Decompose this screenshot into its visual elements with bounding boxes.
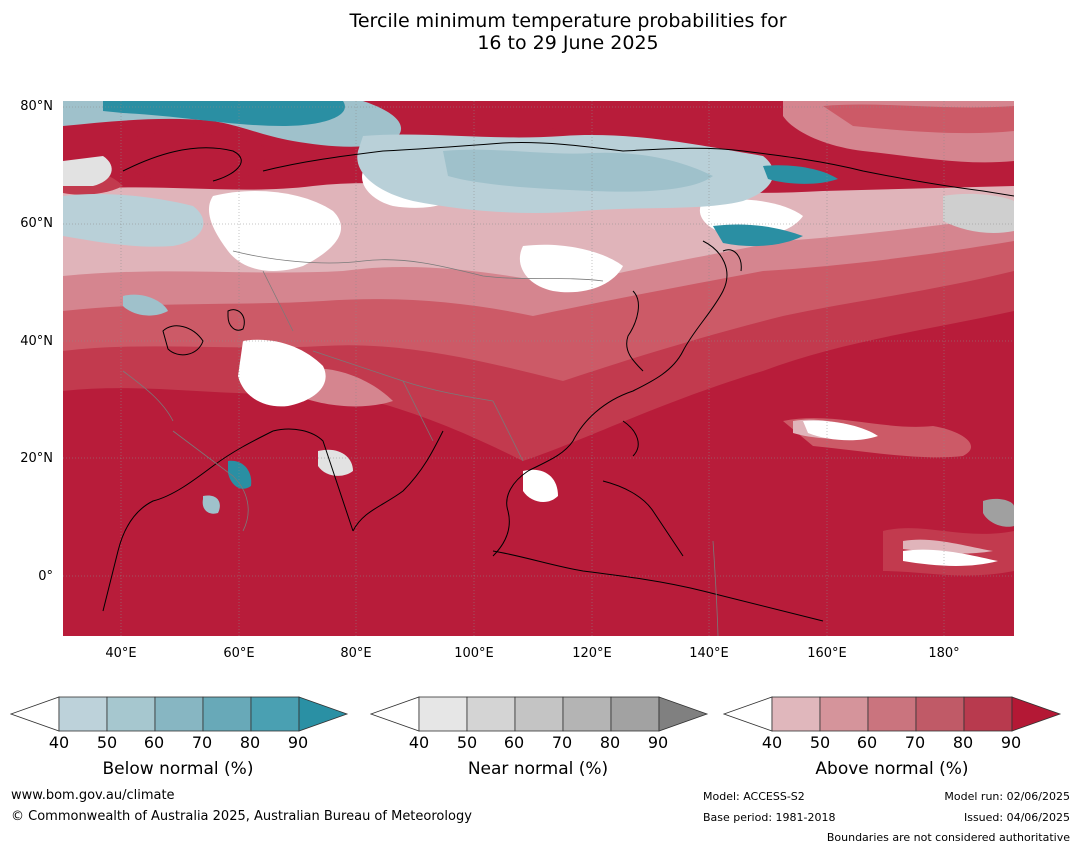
colorbar-extend-low [10, 696, 60, 732]
lon-tick-140e: 140°E [689, 646, 729, 661]
region-above-high-arctic [63, 101, 1014, 195]
colorbar-below-label: Below normal (%) [102, 759, 254, 779]
title-line-2: 16 to 29 June 2025 [477, 32, 659, 54]
map-title: Tercile minimum temperature probabilitie… [0, 10, 1081, 54]
tick: 50 [456, 733, 478, 752]
tick: 80 [239, 733, 261, 752]
tick: 60 [503, 733, 525, 752]
colorbar-swatch [418, 696, 468, 732]
title-line-1: Tercile minimum temperature probabilitie… [349, 10, 787, 32]
tick: 90 [647, 733, 669, 752]
region-below-normal [63, 101, 838, 514]
colorbar-above-label: Above normal (%) [815, 759, 969, 779]
lat-tick-20n: 20°N [20, 451, 53, 466]
boundaries-disclaimer: Boundaries are not considered authoritat… [826, 831, 1070, 844]
website-link[interactable]: www.bom.gov.au/climate [11, 788, 175, 803]
colorbar-swatch [202, 696, 252, 732]
colorbar-swatch [610, 696, 660, 732]
lon-tick-80e: 80°E [340, 646, 372, 661]
colorbar-below-swatches [10, 696, 349, 732]
tick: 80 [952, 733, 974, 752]
lon-tick-160e: 160°E [807, 646, 847, 661]
colorbar-above-swatches [723, 696, 1062, 732]
colorbar-above-normal [723, 696, 1063, 734]
colorbar-near-label: Near normal (%) [467, 759, 609, 779]
lon-tick-60e: 60°E [223, 646, 255, 661]
lat-tick-0: 0° [38, 569, 53, 584]
tick: 90 [1000, 733, 1022, 752]
lat-tick-60n: 60°N [20, 216, 53, 231]
probability-map [63, 101, 1014, 636]
tick: 40 [48, 733, 70, 752]
colorbar-swatch [771, 696, 821, 732]
country-boundaries [122, 250, 719, 636]
colorbar-swatch [58, 696, 108, 732]
colorbar-swatch [514, 696, 564, 732]
lon-tick-120e: 120°E [572, 646, 612, 661]
colorbar-near-normal [370, 696, 710, 734]
model-name: Model: ACCESS-S2 [703, 790, 805, 803]
colorbar-below-normal [10, 696, 350, 734]
colorbar-extend-high [658, 696, 709, 732]
colorbar-swatch [466, 696, 516, 732]
colorbar-near-swatches [370, 696, 709, 732]
tick: 70 [904, 733, 926, 752]
issued-date: Issued: 04/06/2025 [963, 811, 1070, 824]
colorbar-extend-low [370, 696, 420, 732]
model-run-date: Model run: 02/06/2025 [944, 790, 1070, 803]
coastlines [102, 142, 1014, 622]
colorbar-swatch [915, 696, 965, 732]
lon-tick-40e: 40°E [105, 646, 137, 661]
tick: 80 [599, 733, 621, 752]
tick: 50 [96, 733, 118, 752]
colorbar-swatch [963, 696, 1013, 732]
tick: 60 [143, 733, 165, 752]
tick: 60 [856, 733, 878, 752]
colorbar-swatch [819, 696, 869, 732]
colorbar-extend-high [298, 696, 349, 732]
map-panel [63, 101, 1014, 636]
colorbar-swatch [154, 696, 204, 732]
tick: 70 [191, 733, 213, 752]
colorbar-extend-high [1011, 696, 1062, 732]
tick: 50 [809, 733, 831, 752]
colorbar-extend-low [723, 696, 773, 732]
tick: 90 [287, 733, 309, 752]
colorbar-swatch [867, 696, 917, 732]
graticule [63, 101, 1014, 636]
colorbar-swatch [106, 696, 156, 732]
lon-tick-180: 180° [928, 646, 960, 661]
base-period: Base period: 1981-2018 [703, 811, 836, 824]
copyright-text: © Commonwealth of Australia 2025, Austra… [11, 809, 472, 824]
lat-tick-80n: 80°N [20, 99, 53, 114]
colorbar-swatch [250, 696, 300, 732]
tick: 70 [551, 733, 573, 752]
colorbar-swatch [562, 696, 612, 732]
lat-tick-40n: 40°N [20, 334, 53, 349]
lon-tick-100e: 100°E [454, 646, 494, 661]
tick: 40 [408, 733, 430, 752]
tick: 40 [761, 733, 783, 752]
